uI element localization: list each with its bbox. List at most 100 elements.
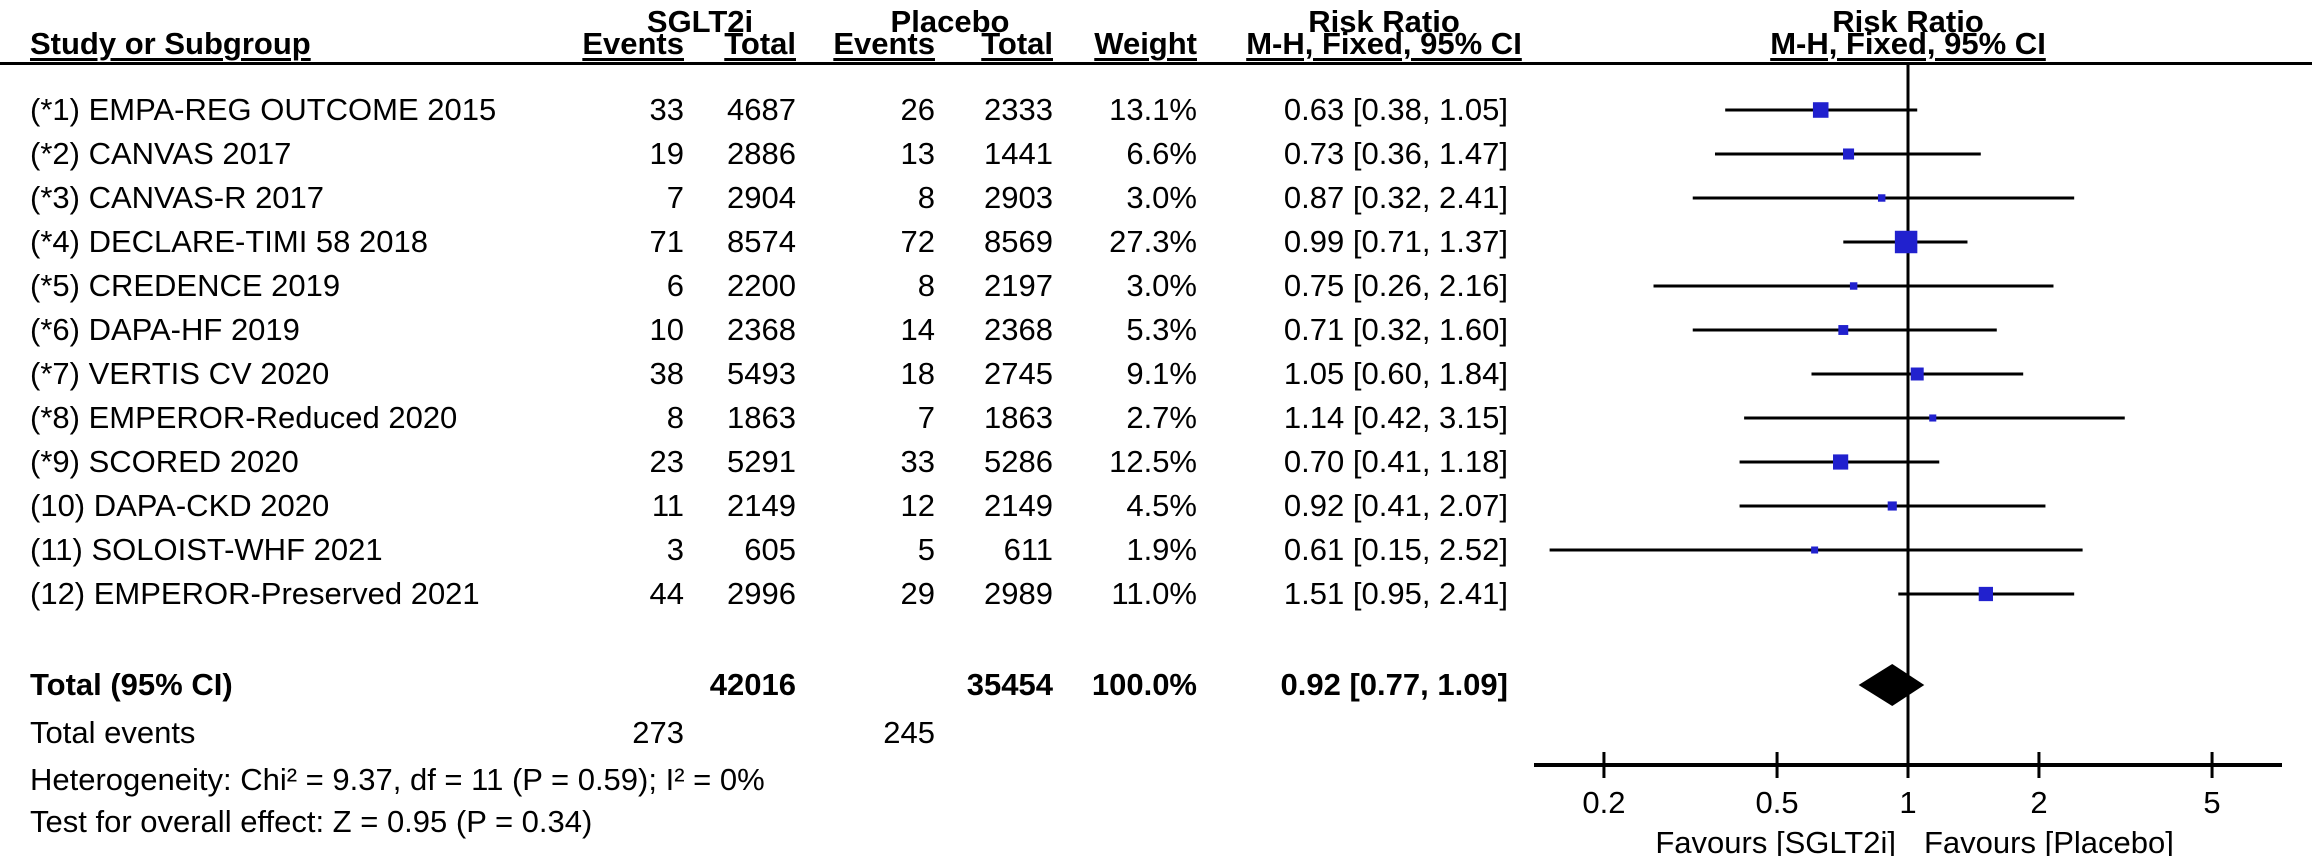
axis-tick-label: 2 — [2030, 785, 2048, 820]
effect-marker — [1887, 501, 1897, 511]
study-label: (*8) EMPEROR-Reduced 2020 — [30, 400, 458, 435]
study-events2: 33 — [900, 444, 935, 479]
study-total1: 2886 — [727, 136, 796, 171]
study-rr_text: 0.99 [0.71, 1.37] — [1283, 224, 1508, 259]
effect-marker — [1833, 454, 1849, 470]
study-rr_text: 1.05 [0.60, 1.84] — [1283, 356, 1508, 391]
study-total1: 2149 — [727, 488, 796, 523]
effect-marker — [1910, 367, 1924, 381]
study-events1: 23 — [649, 444, 684, 479]
study-label: (*5) CREDENCE 2019 — [30, 268, 341, 303]
total-row-label: Total (95% CI) — [30, 667, 233, 702]
study-total1: 2904 — [727, 180, 796, 215]
study-events2: 7 — [917, 400, 935, 435]
study-weight: 27.3% — [1109, 224, 1197, 259]
study-weight: 3.0% — [1126, 180, 1197, 215]
total-events-placebo: 245 — [883, 715, 935, 750]
study-label: (*2) CANVAS 2017 — [30, 136, 292, 171]
study-weight: 13.1% — [1109, 92, 1197, 127]
favours-left-label: Favours [SGLT2i] — [1655, 825, 1896, 856]
study-total2: 2745 — [984, 356, 1053, 391]
effect-marker — [1849, 282, 1858, 290]
study-total2: 5286 — [984, 444, 1053, 479]
effect-marker — [1894, 230, 1918, 254]
study-weight: 5.3% — [1126, 312, 1197, 347]
study-weight: 12.5% — [1109, 444, 1197, 479]
total-events-label: Total events — [30, 715, 196, 750]
effect-marker — [1838, 325, 1849, 335]
study-total2: 2197 — [984, 268, 1053, 303]
column-header-events-sglt2i: Events — [582, 26, 684, 61]
total-placebo: 35454 — [966, 667, 1053, 702]
total-rr-estimate: 0.92 [0.77, 1.09] — [1280, 667, 1509, 702]
study-events1: 3 — [666, 532, 684, 567]
study-rr_text: 0.63 [0.38, 1.05] — [1283, 92, 1508, 127]
header-divider — [0, 62, 2312, 65]
study-events2: 8 — [917, 180, 935, 215]
axis-tick-label: 5 — [2203, 785, 2221, 820]
axis-tick-label: 1 — [1899, 785, 1917, 820]
study-events1: 33 — [649, 92, 684, 127]
column-group-risk-ratio-plot: Risk Ratio — [1832, 4, 1984, 39]
study-weight: 9.1% — [1126, 356, 1197, 391]
study-rr_text: 0.70 [0.41, 1.18] — [1283, 444, 1508, 479]
study-total1: 2996 — [727, 576, 796, 611]
study-events2: 26 — [900, 92, 935, 127]
study-total2: 2333 — [984, 92, 1053, 127]
study-total1: 5493 — [727, 356, 796, 391]
effect-marker — [1843, 148, 1855, 160]
study-total1: 4687 — [727, 92, 796, 127]
study-events2: 14 — [900, 312, 935, 347]
study-events1: 7 — [666, 180, 684, 215]
study-events1: 10 — [649, 312, 684, 347]
heterogeneity-stats: Heterogeneity: Chi² = 9.37, df = 11 (P =… — [30, 762, 765, 797]
pooled-diamond — [1858, 664, 1925, 706]
overall-effect-stats: Test for overall effect: Z = 0.95 (P = 0… — [30, 804, 593, 839]
study-weight: 2.7% — [1126, 400, 1197, 435]
effect-marker — [1978, 586, 1993, 602]
favours-right-label: Favours [Placebo] — [1924, 825, 2174, 856]
study-total1: 605 — [744, 532, 796, 567]
study-events2: 12 — [900, 488, 935, 523]
effect-marker — [1877, 194, 1886, 202]
study-label: (*7) VERTIS CV 2020 — [30, 356, 330, 391]
study-label: (*4) DECLARE-TIMI 58 2018 — [30, 224, 428, 259]
study-events2: 13 — [900, 136, 935, 171]
column-group-risk-ratio-text: Risk Ratio — [1308, 4, 1460, 39]
study-label: (*1) EMPA-REG OUTCOME 2015 — [30, 92, 497, 127]
study-total1: 5291 — [727, 444, 796, 479]
study-rr_text: 1.51 [0.95, 2.41] — [1283, 576, 1508, 611]
study-weight: 1.9% — [1126, 532, 1197, 567]
study-events2: 8 — [917, 268, 935, 303]
study-total2: 1441 — [984, 136, 1053, 171]
column-group-sglt2i: SGLT2i — [646, 4, 754, 39]
total-sglt2i: 42016 — [709, 667, 796, 702]
study-weight: 11.0% — [1111, 576, 1197, 611]
column-header-method-text: M-H, Fixed, 95% CI — [1246, 26, 1522, 61]
study-total1: 2200 — [727, 268, 796, 303]
total-weight: 100.0% — [1091, 667, 1197, 702]
study-label: (12) EMPEROR-Preserved 2021 — [30, 576, 480, 611]
effect-marker — [1811, 546, 1819, 554]
study-events2: 18 — [900, 356, 935, 391]
column-header-study: Study or Subgroup — [30, 26, 311, 61]
study-events1: 71 — [649, 224, 684, 259]
column-header-weight: Weight — [1094, 26, 1197, 61]
study-events1: 6 — [666, 268, 684, 303]
study-total2: 8569 — [984, 224, 1053, 259]
study-label: (*3) CANVAS-R 2017 — [30, 180, 325, 215]
study-label: (*9) SCORED 2020 — [30, 444, 299, 479]
study-label: (*6) DAPA-HF 2019 — [30, 312, 300, 347]
study-total2: 2368 — [984, 312, 1053, 347]
study-label: (11) SOLOIST-WHF 2021 — [30, 532, 383, 567]
column-header-total-placebo: Total — [981, 26, 1053, 61]
study-total2: 2903 — [984, 180, 1053, 215]
study-total2: 2149 — [984, 488, 1053, 523]
column-header-total-sglt2i: Total — [724, 26, 796, 61]
column-group-placebo: Placebo — [890, 4, 1010, 39]
study-label: (10) DAPA-CKD 2020 — [30, 488, 330, 523]
study-events1: 11 — [651, 488, 684, 523]
study-total1: 8574 — [727, 224, 796, 259]
